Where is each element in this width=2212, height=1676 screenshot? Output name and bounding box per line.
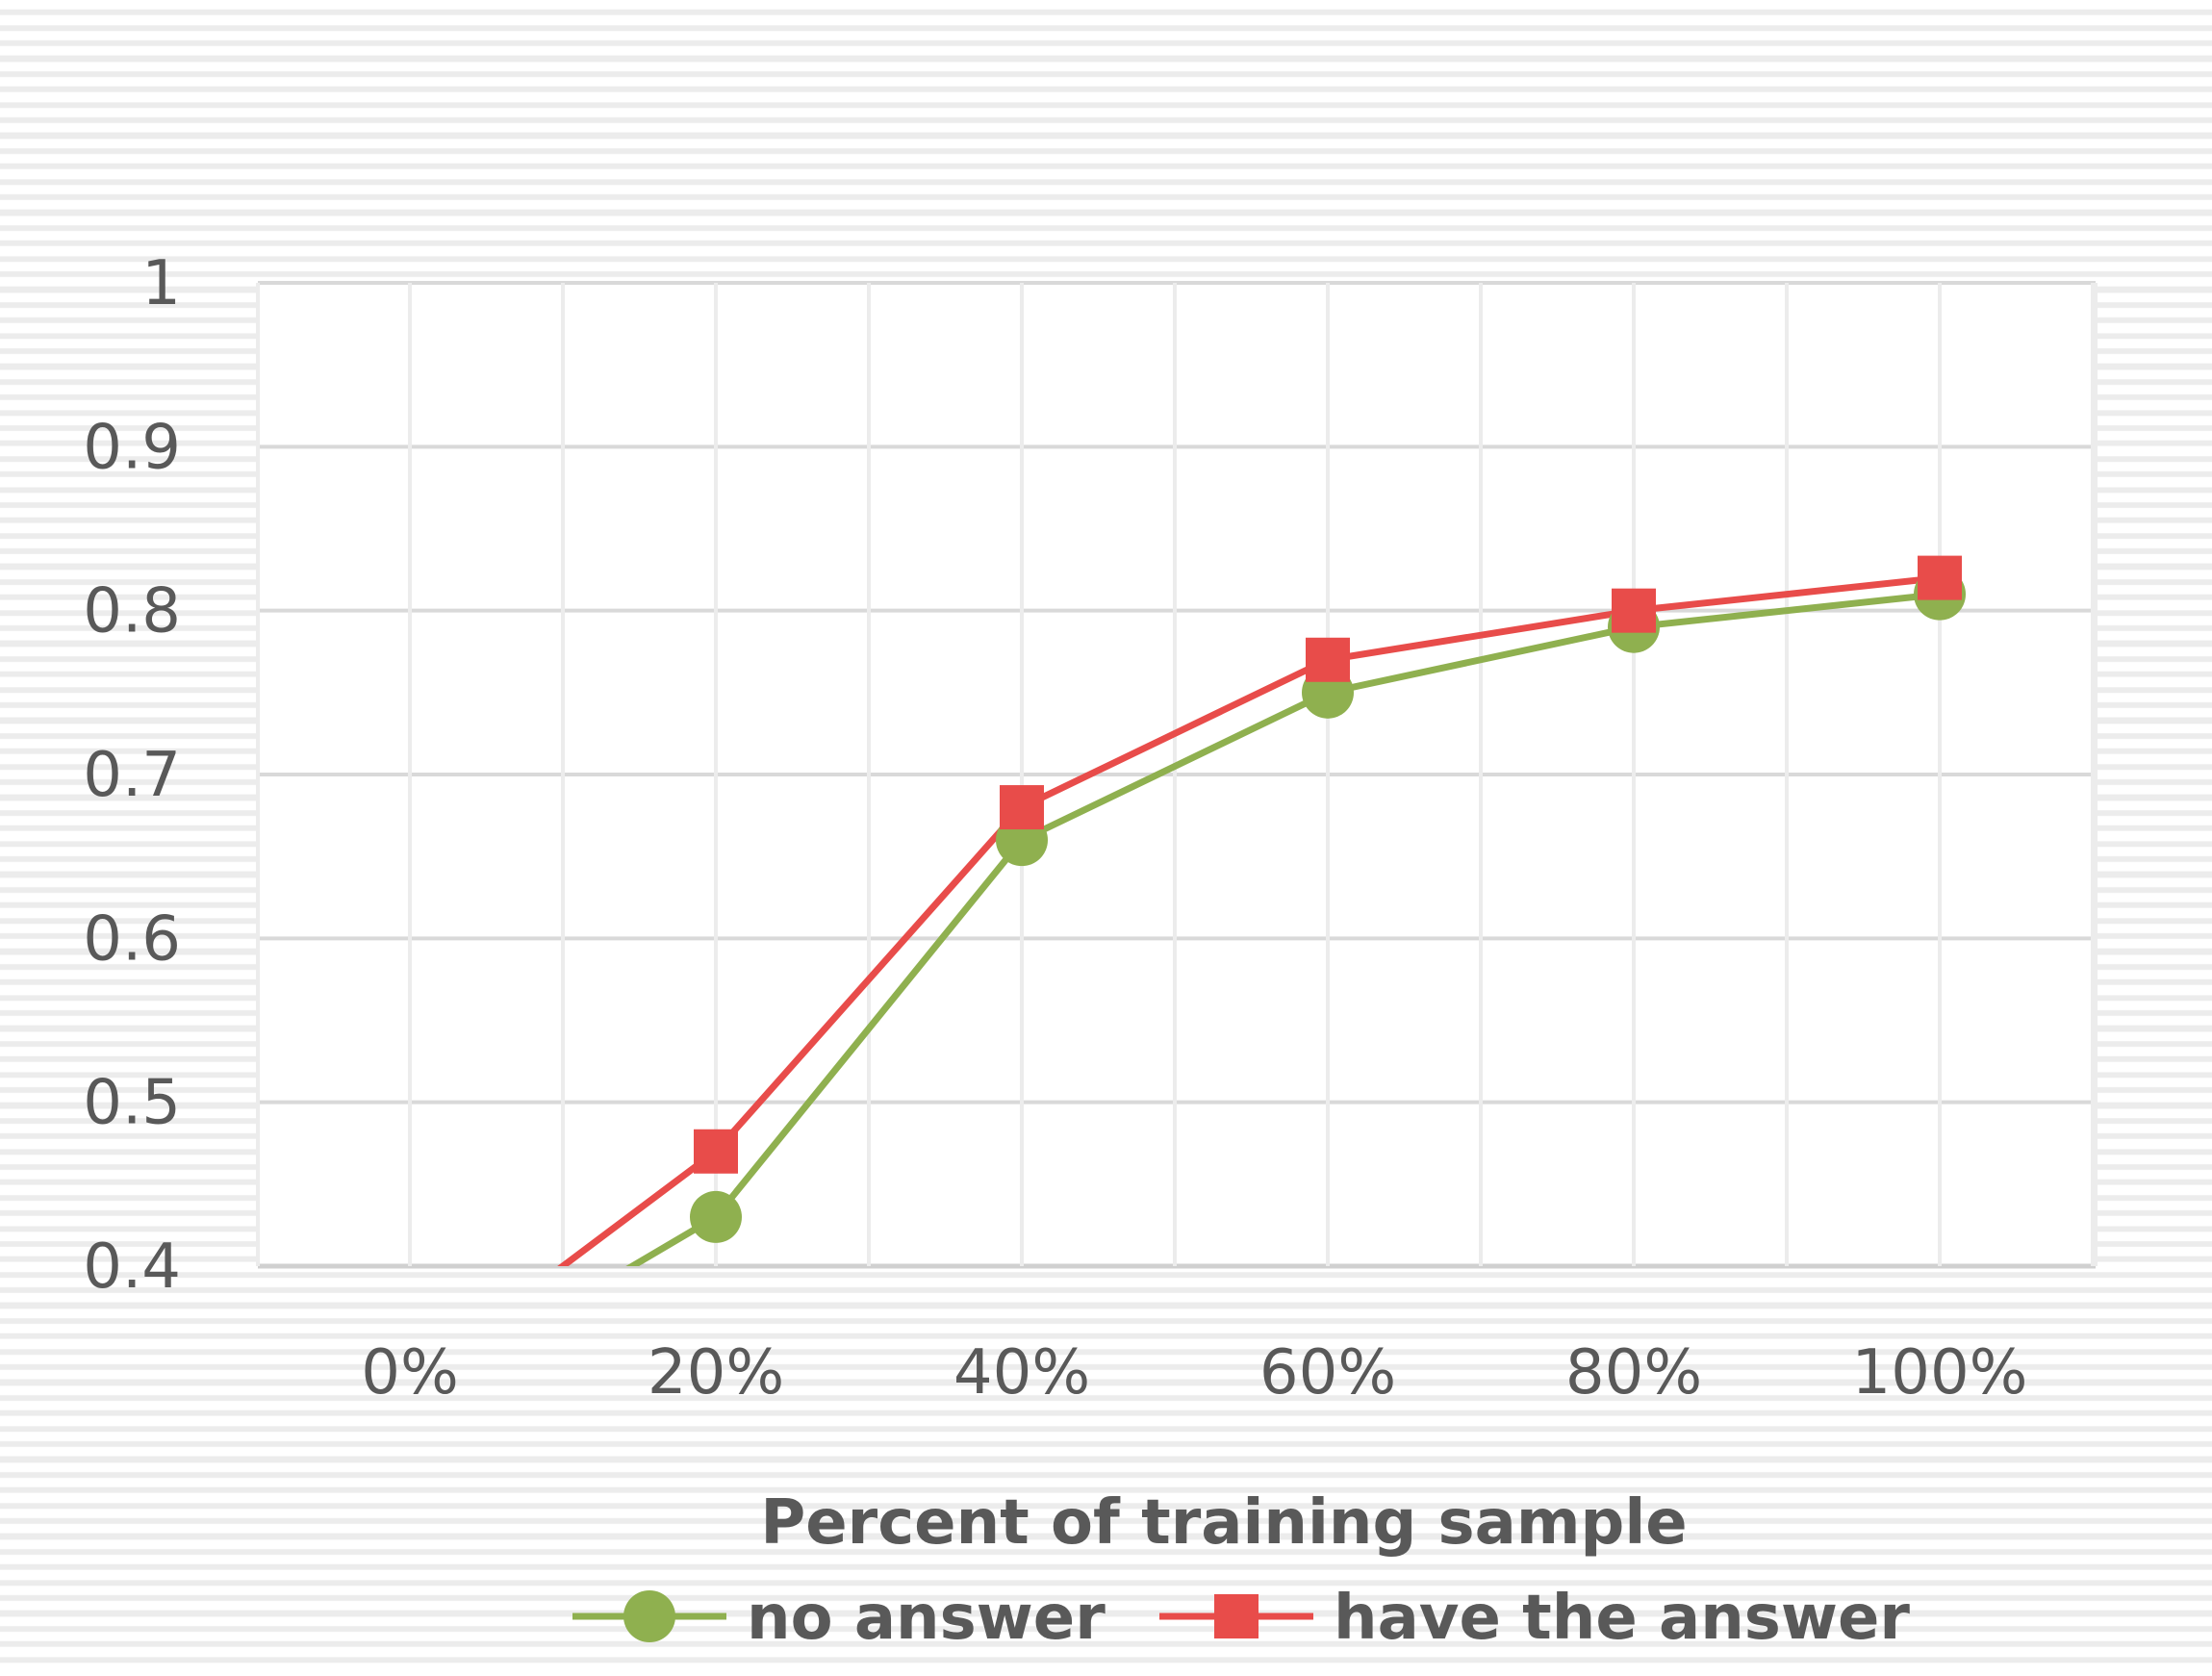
x-tick-label: 40% <box>953 1337 1090 1409</box>
series-line-1 <box>625 591 1944 1266</box>
legend-marker <box>623 1590 675 1642</box>
data-point-marker <box>1000 785 1044 830</box>
data-point-marker <box>690 1190 742 1243</box>
legend-label: have the answer <box>1334 1583 1910 1654</box>
series-line-2 <box>557 574 1944 1266</box>
x-tick-label: 0% <box>361 1337 459 1409</box>
series-markers <box>690 555 1966 1243</box>
data-point-marker <box>1306 637 1350 682</box>
gridlines <box>256 281 2098 1269</box>
x-axis-tick-labels: 0% 20% 40% 60% 80% 100% <box>361 1337 2027 1409</box>
x-tick-label: 80% <box>1565 1337 1702 1409</box>
y-tick-label: 0.5 <box>83 1068 181 1139</box>
y-tick-label: 0.6 <box>83 903 181 975</box>
data-point-marker <box>694 1129 738 1174</box>
y-tick-label: 0.4 <box>83 1232 181 1303</box>
y-tick-label: 0.7 <box>83 740 181 811</box>
y-tick-label: 0.9 <box>83 412 181 483</box>
legend: no answer have the answer <box>572 1583 1910 1654</box>
y-tick-label: 1 <box>141 248 181 319</box>
data-point-marker <box>1918 555 1962 600</box>
series-lines <box>557 574 1944 1266</box>
y-axis-tick-labels: 0.4 0.5 0.6 0.7 0.8 0.9 1 <box>83 248 181 1303</box>
x-tick-label: 100% <box>1852 1337 2028 1409</box>
x-tick-label: 60% <box>1259 1337 1396 1409</box>
x-axis-title: Percent of training sample <box>760 1487 1687 1559</box>
x-tick-label: 20% <box>648 1337 784 1409</box>
data-point-marker <box>1612 588 1656 633</box>
legend-label: no answer <box>747 1583 1106 1654</box>
y-tick-label: 0.8 <box>83 576 181 648</box>
legend-marker <box>1214 1594 1259 1638</box>
